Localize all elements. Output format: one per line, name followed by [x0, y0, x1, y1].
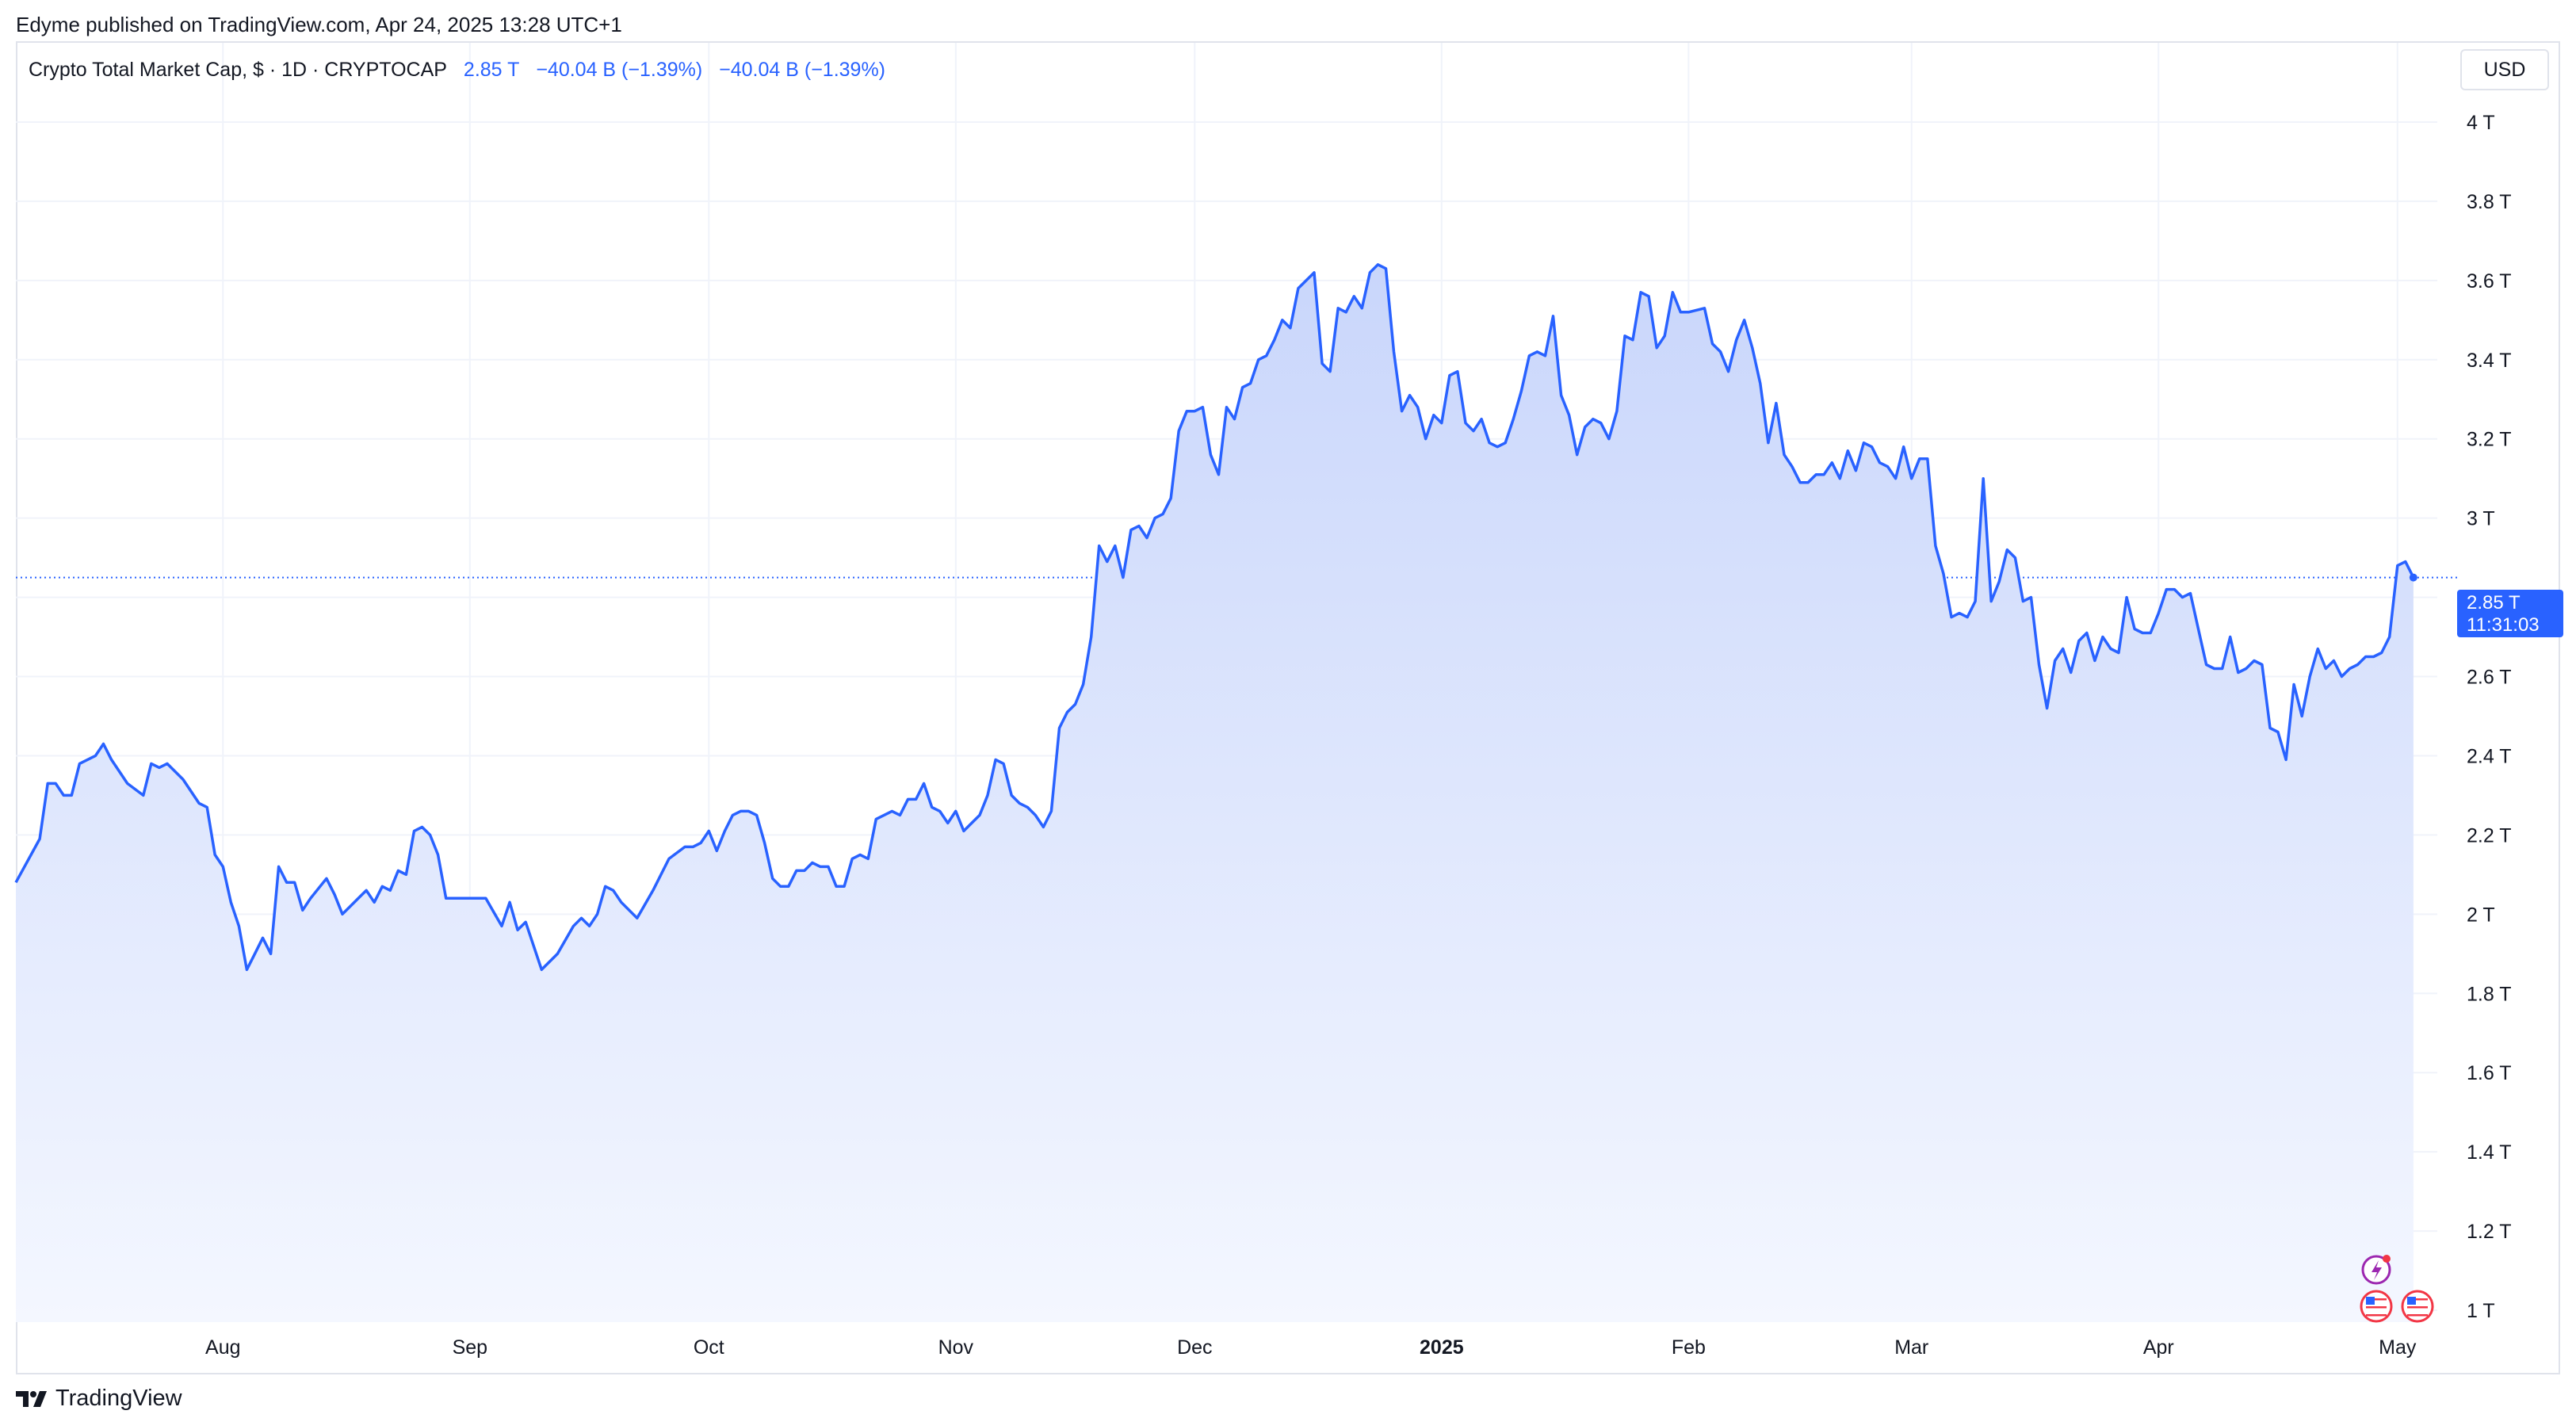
x-tick-label: Feb — [1672, 1336, 1706, 1359]
price-change: −40.04 B (−1.39%) — [536, 59, 703, 81]
y-tick-label: 1.4 T — [2467, 1141, 2512, 1164]
flag-stripe — [2366, 1310, 2387, 1313]
chart-legend: Crypto Total Market Cap, $ · 1D · CRYPTO… — [29, 59, 896, 82]
flag-stripe — [2407, 1310, 2428, 1313]
area-fill — [16, 264, 2414, 1322]
y-tick-label: 3.6 T — [2467, 270, 2512, 292]
y-tick-label: 3 T — [2467, 508, 2495, 530]
y-tick-label: 3.2 T — [2467, 429, 2512, 451]
x-tick-label: Mar — [1894, 1336, 1928, 1359]
y-tick-label: 1.6 T — [2467, 1062, 2512, 1084]
last-point — [2409, 573, 2417, 582]
y-tick-label: 1 T — [2467, 1300, 2495, 1322]
y-tick-label: 3.4 T — [2467, 350, 2512, 372]
price-change-secondary: −40.04 B (−1.39%) — [719, 59, 886, 81]
y-tick-label: 1.8 T — [2467, 983, 2512, 1005]
y-tick-label: 2 T — [2467, 904, 2495, 926]
tradingview-brand: TradingView — [55, 1386, 182, 1411]
y-tick-label: 2.2 T — [2467, 824, 2512, 847]
publisher-line: Edyme published on TradingView.com, Apr … — [16, 13, 622, 36]
y-tick-label: 3.8 T — [2467, 191, 2512, 213]
bar-countdown: 11:31:03 — [2467, 614, 2540, 636]
x-tick-label: Nov — [938, 1336, 974, 1359]
chart-frame — [16, 41, 2560, 1374]
tradingview-logo-icon — [16, 1390, 47, 1407]
event-icons[interactable] — [2360, 1255, 2434, 1323]
x-tick-label: Oct — [694, 1336, 724, 1359]
series-line — [14, 263, 2415, 972]
y-tick-label: 1.2 T — [2467, 1221, 2512, 1243]
chart-series-line — [14, 263, 2417, 972]
flash-icon-dot — [2383, 1255, 2391, 1263]
chart-area — [16, 264, 2414, 1322]
tradingview-logo[interactable]: TradingView — [16, 1386, 182, 1412]
y-tick-label: 2.6 T — [2467, 667, 2512, 689]
flag-canton — [2407, 1297, 2416, 1305]
flag-stripe — [2366, 1306, 2387, 1309]
x-tick-label: Dec — [1177, 1336, 1212, 1359]
last-price: 2.85 T — [463, 59, 520, 81]
flash-icon-bolt — [2372, 1260, 2382, 1280]
x-axis: Aug Sep Oct Nov Dec 2025 Feb Mar Apr May — [205, 1336, 2417, 1359]
us-flag-event-icon[interactable] — [2360, 1290, 2393, 1323]
x-tick-label: Apr — [2143, 1336, 2174, 1359]
x-tick-label: Sep — [453, 1336, 487, 1359]
y-tick-label: 2.4 T — [2467, 745, 2512, 767]
y-axis: 1 T 1.2 T 1.4 T 1.6 T 1.8 T 2 T 2.2 T 2.4 T 2.6 … — [2467, 112, 2512, 1322]
flash-event-icon[interactable] — [2361, 1255, 2391, 1285]
flag-stripe — [2366, 1298, 2387, 1301]
currency-button[interactable]: USD — [2460, 49, 2549, 90]
flag-stripe — [2407, 1298, 2428, 1301]
flag-stripe — [2366, 1314, 2387, 1317]
x-tick-label: Aug — [205, 1336, 240, 1359]
y-tick-label: 4 T — [2467, 112, 2495, 134]
last-price-badge-value: 2.85 T — [2467, 592, 2521, 614]
flag-stripe — [2407, 1306, 2428, 1309]
x-tick-label: 2025 — [1420, 1336, 1464, 1359]
flag-stripe — [2407, 1302, 2428, 1305]
last-price-badge: 2.85 T 11:31:03 — [2457, 590, 2563, 637]
flag-canton — [2366, 1297, 2375, 1305]
x-tick-label: May — [2379, 1336, 2417, 1359]
symbol-title[interactable]: Crypto Total Market Cap, $ · 1D · CRYPTO… — [29, 59, 447, 81]
flag-stripe — [2407, 1314, 2428, 1317]
flag-stripe — [2366, 1302, 2387, 1305]
us-flag-event-icon[interactable] — [2401, 1290, 2434, 1323]
